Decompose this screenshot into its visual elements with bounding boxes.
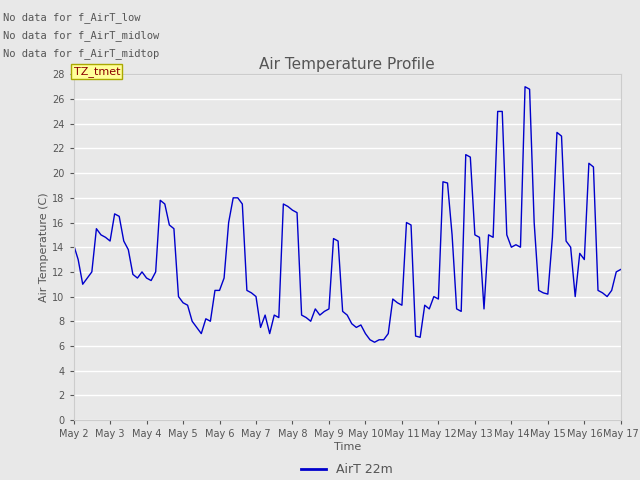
Legend: AirT 22m: AirT 22m xyxy=(296,458,398,480)
Text: No data for f_AirT_low: No data for f_AirT_low xyxy=(3,12,141,23)
Text: TZ_tmet: TZ_tmet xyxy=(74,66,120,77)
Text: No data for f_AirT_midlow: No data for f_AirT_midlow xyxy=(3,30,159,41)
X-axis label: Time: Time xyxy=(333,442,361,452)
Title: Air Temperature Profile: Air Temperature Profile xyxy=(259,57,435,72)
Text: No data for f_AirT_midtop: No data for f_AirT_midtop xyxy=(3,48,159,60)
Y-axis label: Air Temperature (C): Air Temperature (C) xyxy=(39,192,49,302)
